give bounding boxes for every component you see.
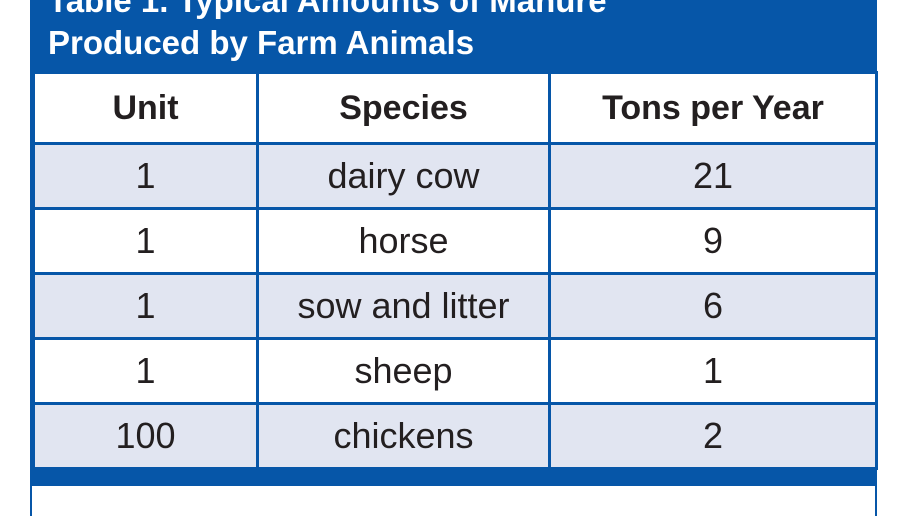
- table-row: 1 sheep 1: [32, 337, 878, 405]
- header-species: Species: [256, 71, 551, 145]
- header-row: Unit Species Tons per Year: [32, 71, 878, 145]
- cell-unit: 100: [32, 402, 259, 470]
- cell-species: dairy cow: [256, 142, 551, 210]
- cell-tons: 1: [548, 337, 878, 405]
- header-unit: Unit: [32, 71, 259, 145]
- table-title: Table 1. Typical Amounts of Manure Produ…: [48, 0, 607, 64]
- table-row: 1 sow and litter 6: [32, 272, 878, 340]
- table-title-line-1: Table 1. Typical Amounts of Manure: [48, 0, 607, 19]
- table-footer-row: [32, 486, 875, 516]
- table-row: 1 dairy cow 21: [32, 142, 878, 210]
- cell-unit: 1: [32, 337, 259, 405]
- cell-species: chickens: [256, 402, 551, 470]
- cell-tons: 21: [548, 142, 878, 210]
- cell-tons: 9: [548, 207, 878, 275]
- table-row: 100 chickens 2: [32, 402, 878, 470]
- cell-species: sheep: [256, 337, 551, 405]
- table-title-line-2: Produced by Farm Animals: [48, 24, 475, 61]
- table-frame: Table 1. Typical Amounts of Manure Produ…: [30, 0, 878, 516]
- cell-species: horse: [256, 207, 551, 275]
- table-row: 1 horse 9: [32, 207, 878, 275]
- cell-unit: 1: [32, 142, 259, 210]
- cell-tons: 2: [548, 402, 878, 470]
- cell-tons: 6: [548, 272, 878, 340]
- manure-table: Unit Species Tons per Year 1 dairy cow 2…: [32, 71, 878, 470]
- cell-unit: 1: [32, 272, 259, 340]
- cell-species: sow and litter: [256, 272, 551, 340]
- header-tons-per-year: Tons per Year: [548, 71, 878, 145]
- cell-unit: 1: [32, 207, 259, 275]
